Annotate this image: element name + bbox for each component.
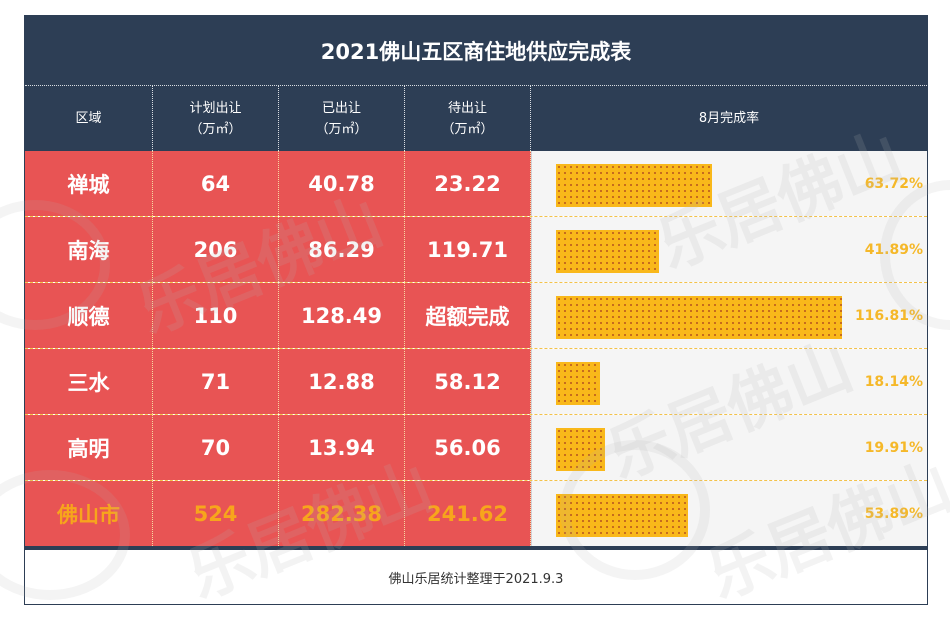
table-title: 2021佛山五区商住地供应完成表: [25, 16, 927, 85]
cell-rate-bar: 18.14%: [531, 349, 927, 414]
cell-rate-bar: 53.89%: [531, 481, 927, 546]
rate-bar: [556, 296, 843, 339]
cell-rate-bar: 41.89%: [531, 217, 927, 282]
header-label: 区域: [75, 111, 102, 126]
header-unit: （万㎡）: [315, 121, 368, 137]
table-body: 禅城 64 40.78 23.22 63.72% 南海 206 86.29 11…: [25, 151, 927, 546]
rate-label: 18.14%: [864, 373, 923, 390]
table-row: 高明 70 13.94 56.06 19.91%: [25, 415, 927, 481]
cell-planned: 206: [153, 217, 279, 282]
cell-pending: 23.22: [405, 151, 531, 216]
header-completion-rate: 8月完成率: [531, 86, 927, 151]
table-row: 南海 206 86.29 119.71 41.89%: [25, 217, 927, 283]
table-row-total: 佛山市 524 282.38 241.62 53.89%: [25, 481, 927, 546]
header-label: 计划出让: [189, 100, 242, 116]
header-district: 区域: [25, 86, 153, 151]
header-unit: （万㎡）: [189, 121, 242, 137]
cell-district: 三水: [25, 349, 153, 414]
cell-sold: 13.94: [279, 415, 405, 480]
cell-pending: 超额完成: [405, 283, 531, 348]
rate-bar: [556, 494, 689, 537]
table-row: 顺德 110 128.49 超额完成 116.81%: [25, 283, 927, 349]
source-note: 佛山乐居统计整理于2021.9.3: [25, 546, 927, 604]
cell-sold: 86.29: [279, 217, 405, 282]
cell-sold: 40.78: [279, 151, 405, 216]
cell-district: 佛山市: [25, 481, 153, 546]
cell-district: 顺德: [25, 283, 153, 348]
header-unit: （万㎡）: [441, 121, 494, 137]
cell-pending: 58.12: [405, 349, 531, 414]
cell-planned: 71: [153, 349, 279, 414]
cell-district: 禅城: [25, 151, 153, 216]
cell-sold: 12.88: [279, 349, 405, 414]
cell-pending: 56.06: [405, 415, 531, 480]
rate-label: 63.72%: [864, 175, 923, 192]
rate-bar: [556, 428, 605, 471]
cell-planned: 110: [153, 283, 279, 348]
header-pending: 待出让 （万㎡）: [405, 86, 531, 151]
rate-bar: [556, 230, 659, 273]
rate-label: 19.91%: [864, 439, 923, 456]
header-label: 8月完成率: [698, 111, 760, 126]
cell-planned: 524: [153, 481, 279, 546]
supply-table: 2021佛山五区商住地供应完成表 区域 计划出让 （万㎡） 已出让 （万㎡） 待…: [24, 15, 928, 605]
cell-planned: 70: [153, 415, 279, 480]
rate-label: 116.81%: [854, 307, 923, 324]
cell-sold: 128.49: [279, 283, 405, 348]
cell-rate-bar: 116.81%: [531, 283, 927, 348]
table-header-row: 区域 计划出让 （万㎡） 已出让 （万㎡） 待出让 （万㎡） 8月完成率: [25, 85, 927, 151]
cell-district: 南海: [25, 217, 153, 282]
cell-rate-bar: 63.72%: [531, 151, 927, 216]
rate-bar: [556, 362, 601, 405]
cell-district: 高明: [25, 415, 153, 480]
header-planned: 计划出让 （万㎡）: [153, 86, 279, 151]
rate-bar: [556, 164, 713, 207]
cell-planned: 64: [153, 151, 279, 216]
table-row: 三水 71 12.88 58.12 18.14%: [25, 349, 927, 415]
cell-rate-bar: 19.91%: [531, 415, 927, 480]
cell-sold: 282.38: [279, 481, 405, 546]
header-label: 已出让: [321, 100, 361, 116]
table-row: 禅城 64 40.78 23.22 63.72%: [25, 151, 927, 217]
cell-pending: 241.62: [405, 481, 531, 546]
rate-label: 53.89%: [864, 505, 923, 522]
cell-pending: 119.71: [405, 217, 531, 282]
rate-label: 41.89%: [864, 241, 923, 258]
header-sold: 已出让 （万㎡）: [279, 86, 405, 151]
header-label: 待出让: [447, 100, 487, 116]
